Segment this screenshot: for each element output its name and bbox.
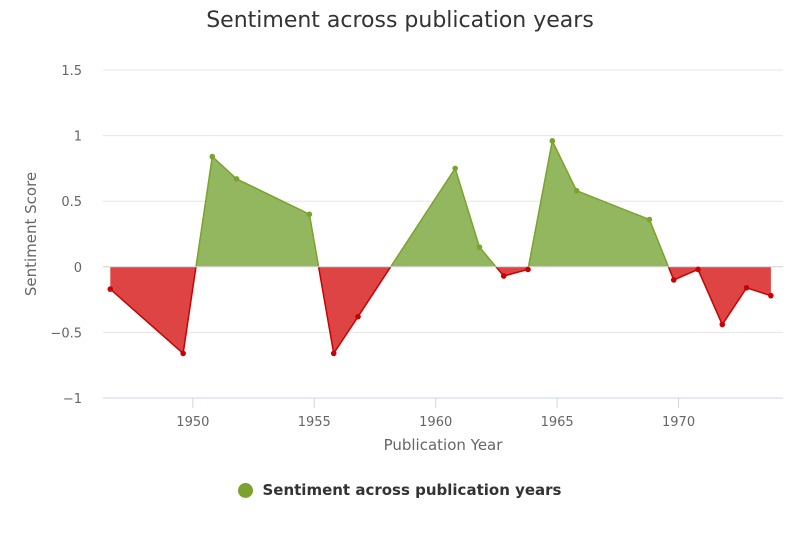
series-line-segment (333, 316, 359, 354)
data-point[interactable] (355, 313, 361, 320)
x-tick-label: 1960 (419, 415, 452, 430)
y-tick-label: 1 (74, 130, 82, 145)
series-line-segment (357, 266, 392, 318)
legend-label: Sentiment across publication years (262, 481, 562, 499)
x-tick-label: 1965 (541, 415, 574, 430)
series-line-segment (697, 269, 723, 325)
series-line-segment (576, 190, 650, 221)
data-point[interactable] (209, 153, 216, 160)
series-line-segment (390, 167, 456, 268)
series-line-segment (673, 268, 699, 281)
data-point[interactable] (573, 187, 580, 194)
y-tick-label: −1 (63, 392, 82, 407)
positive-area-5 (528, 140, 669, 267)
negative-area-2 (318, 266, 391, 354)
data-point[interactable] (476, 244, 483, 250)
series-line-segment (308, 214, 320, 267)
x-tick-label: 1950 (176, 415, 209, 430)
positive-area-1 (196, 156, 319, 267)
series-line-segment (478, 246, 497, 268)
positive-area-3 (390, 168, 496, 267)
data-point[interactable] (525, 266, 531, 273)
series-line-segment (721, 287, 748, 325)
y-tick-label: 0 (74, 261, 82, 276)
negative-area-4 (496, 266, 529, 276)
y-tick-label: 0.5 (61, 195, 82, 210)
negative-area-6 (668, 266, 771, 325)
series-line-segment (182, 266, 197, 354)
series-line-segment (211, 156, 238, 180)
data-point[interactable] (306, 211, 313, 218)
data-point[interactable] (646, 216, 653, 223)
data-point[interactable] (107, 286, 114, 292)
x-tick-label: 1955 (298, 415, 331, 430)
x-axis-title: Publication Year (384, 436, 504, 454)
series-line-segment (746, 287, 772, 297)
series-line-segment (648, 219, 670, 268)
data-point[interactable] (768, 292, 774, 299)
negative-area-0 (110, 266, 196, 354)
x-tick-label: 1970 (662, 415, 695, 430)
data-point[interactable] (670, 277, 677, 283)
series-line-segment (551, 140, 578, 192)
series-line-segment (527, 140, 554, 267)
y-tick-label: 1.5 (61, 64, 82, 79)
series-line-segment (236, 178, 310, 215)
data-point[interactable] (719, 321, 726, 328)
data-point[interactable] (330, 350, 337, 357)
data-point[interactable] (695, 266, 701, 273)
series-line-segment (503, 268, 529, 277)
chart-title: Sentiment across publication years (206, 8, 594, 33)
data-point[interactable] (743, 284, 750, 291)
legend-marker-icon (238, 482, 254, 498)
data-point[interactable] (452, 165, 458, 172)
data-point[interactable] (549, 138, 556, 144)
legend[interactable]: Sentiment across publication years (0, 481, 800, 499)
y-axis-title: Sentiment Score (22, 172, 40, 296)
series-line-segment (454, 168, 481, 248)
data-point[interactable] (180, 350, 186, 357)
series-line-segment (317, 266, 335, 354)
series-line-segment (195, 156, 214, 267)
y-tick-label: −0.5 (50, 326, 82, 341)
data-point[interactable] (233, 176, 240, 182)
series-line-segment (109, 288, 184, 354)
data-point[interactable] (500, 273, 507, 279)
